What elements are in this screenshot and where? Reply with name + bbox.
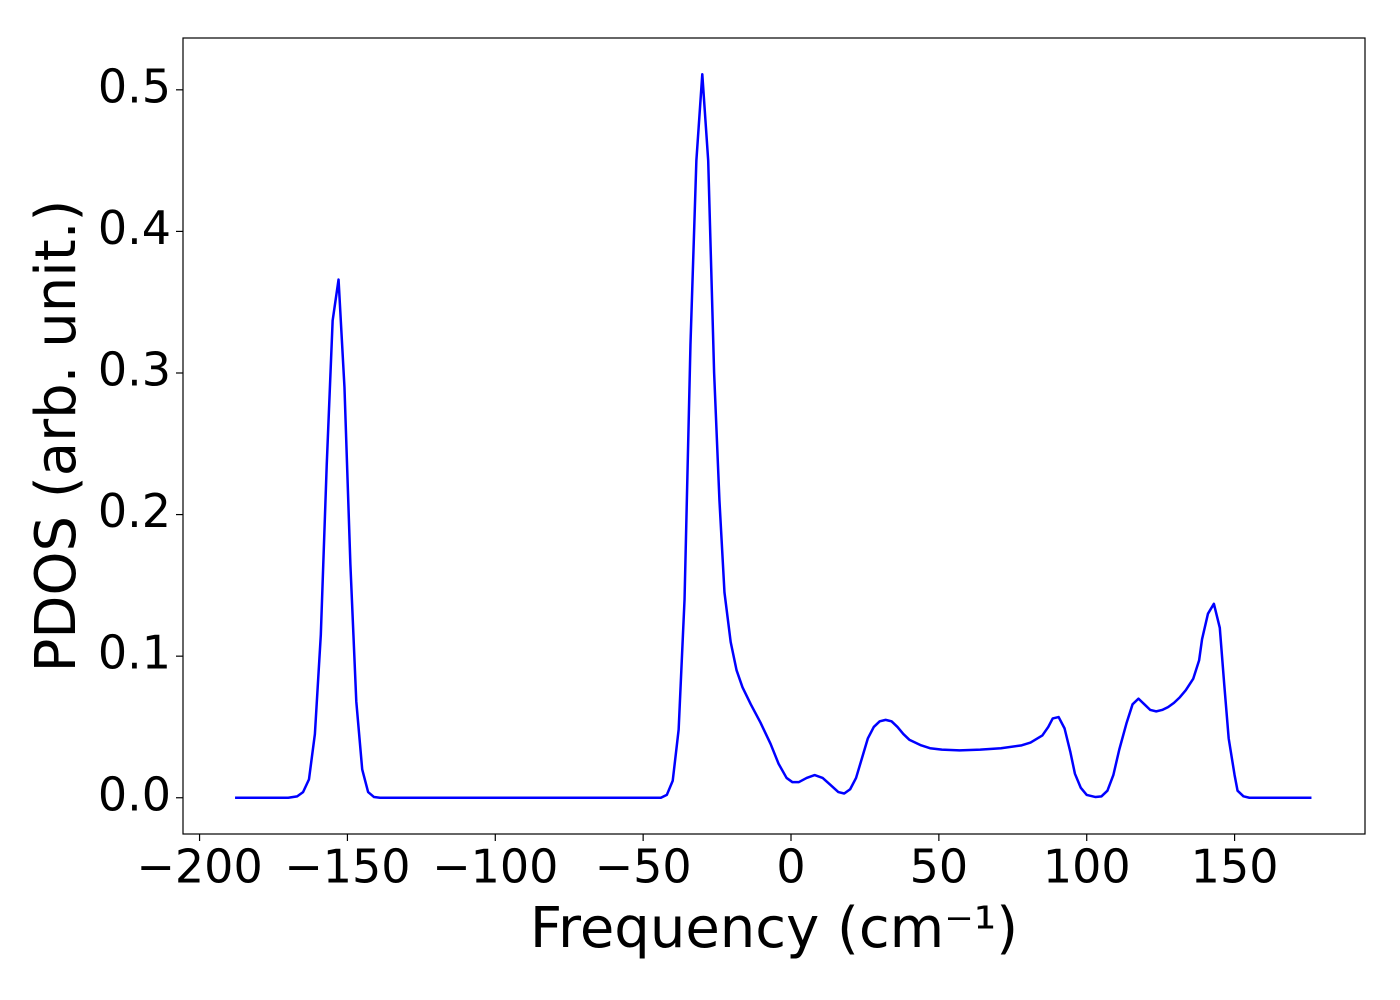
x-axis-label: Frequency (cm⁻¹) xyxy=(530,896,1018,961)
x-tick-label: 50 xyxy=(910,840,969,894)
x-tick-label: −100 xyxy=(432,840,558,894)
x-tick-label: −200 xyxy=(136,840,262,894)
y-tick-label: 0.4 xyxy=(98,201,171,255)
x-tick-label: 150 xyxy=(1191,840,1279,894)
y-axis-label: PDOS (arb. unit.) xyxy=(24,200,89,673)
x-tick-label: −150 xyxy=(284,840,410,894)
x-tick-label: 100 xyxy=(1043,840,1131,894)
y-tick-label: 0.5 xyxy=(98,59,171,113)
x-tick-label: −50 xyxy=(595,840,692,894)
y-tick-label: 0.0 xyxy=(98,767,171,821)
y-tick-label: 0.2 xyxy=(98,484,171,538)
y-tick-label: 0.3 xyxy=(98,342,171,396)
y-tick-label: 0.1 xyxy=(98,626,171,680)
data-line xyxy=(235,73,1312,799)
axes-frame xyxy=(182,37,1366,835)
x-tick-label: 0 xyxy=(776,840,805,894)
